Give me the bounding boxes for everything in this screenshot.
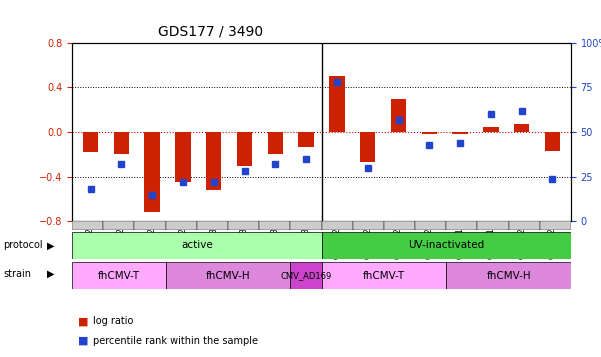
Bar — [514, 124, 529, 132]
FancyBboxPatch shape — [322, 262, 446, 289]
Text: ▶: ▶ — [47, 269, 54, 279]
Bar — [483, 126, 499, 132]
Text: active: active — [181, 240, 213, 251]
Bar — [206, 132, 221, 190]
FancyBboxPatch shape — [135, 221, 166, 230]
Text: ■: ■ — [78, 316, 88, 326]
Text: GDS177 / 3490: GDS177 / 3490 — [158, 25, 263, 39]
FancyBboxPatch shape — [477, 221, 508, 230]
FancyBboxPatch shape — [415, 221, 446, 230]
Text: CMV_AD169: CMV_AD169 — [280, 271, 332, 280]
Bar — [422, 132, 437, 134]
FancyBboxPatch shape — [228, 221, 259, 230]
Bar — [83, 132, 99, 152]
Bar — [237, 132, 252, 166]
FancyBboxPatch shape — [290, 262, 322, 289]
Bar — [144, 132, 160, 212]
FancyBboxPatch shape — [508, 221, 540, 230]
Bar — [453, 132, 468, 134]
FancyBboxPatch shape — [353, 221, 384, 230]
Text: ▶: ▶ — [47, 240, 54, 251]
Bar — [545, 132, 560, 151]
Text: fhCMV-T: fhCMV-T — [363, 271, 405, 281]
FancyBboxPatch shape — [72, 262, 166, 289]
FancyBboxPatch shape — [322, 232, 571, 259]
Text: fhCMV-T: fhCMV-T — [98, 271, 140, 281]
Bar — [299, 132, 314, 147]
FancyBboxPatch shape — [446, 262, 571, 289]
Text: UV-inactivated: UV-inactivated — [408, 240, 484, 251]
Bar — [391, 99, 406, 132]
FancyBboxPatch shape — [384, 221, 415, 230]
Text: fhCMV-H: fhCMV-H — [206, 271, 251, 281]
FancyBboxPatch shape — [322, 221, 353, 230]
FancyBboxPatch shape — [259, 221, 290, 230]
Bar — [114, 132, 129, 154]
FancyBboxPatch shape — [103, 221, 135, 230]
Bar — [329, 76, 344, 132]
Text: protocol: protocol — [3, 240, 43, 251]
FancyBboxPatch shape — [72, 221, 103, 230]
FancyBboxPatch shape — [446, 221, 477, 230]
Bar — [175, 132, 191, 182]
FancyBboxPatch shape — [290, 221, 322, 230]
FancyBboxPatch shape — [197, 221, 228, 230]
Text: ■: ■ — [78, 336, 88, 346]
Bar — [360, 132, 376, 162]
Text: fhCMV-H: fhCMV-H — [486, 271, 531, 281]
FancyBboxPatch shape — [166, 262, 290, 289]
Text: percentile rank within the sample: percentile rank within the sample — [93, 336, 258, 346]
FancyBboxPatch shape — [72, 232, 322, 259]
Text: strain: strain — [3, 269, 31, 279]
FancyBboxPatch shape — [166, 221, 197, 230]
Bar — [267, 132, 283, 154]
FancyBboxPatch shape — [540, 221, 571, 230]
Text: log ratio: log ratio — [93, 316, 133, 326]
